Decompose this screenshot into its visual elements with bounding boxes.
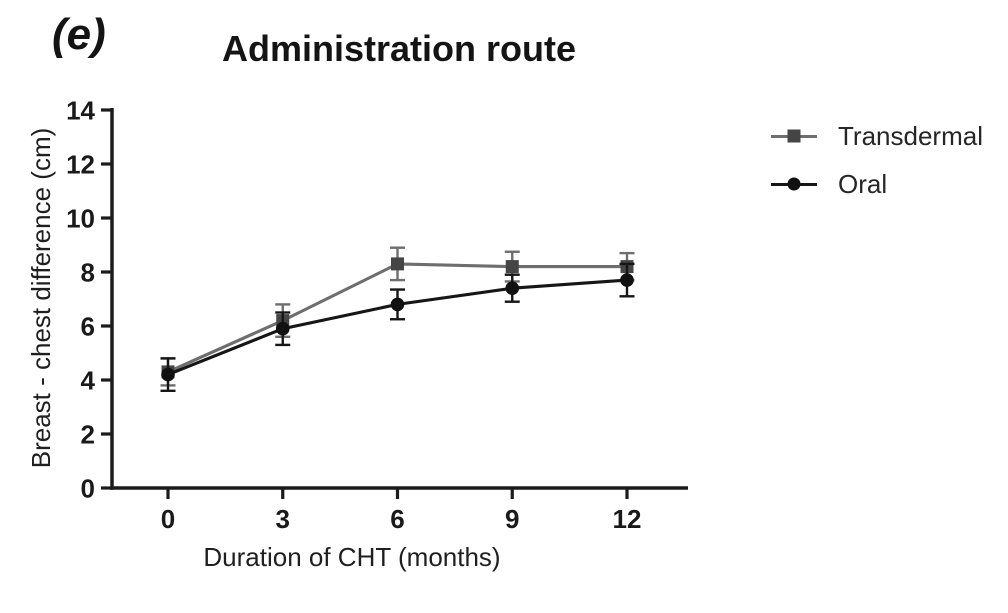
x-tick-label: 3	[276, 504, 290, 534]
data-point-oral	[390, 297, 405, 312]
data-point-oral	[505, 281, 520, 296]
y-tick-label: 10	[66, 203, 95, 233]
y-axis-title: Breast - chest difference (cm)	[26, 128, 56, 469]
x-tick-label: 9	[505, 504, 519, 534]
y-tick-label: 4	[81, 365, 96, 395]
panel-label: (e)	[52, 10, 106, 59]
y-tick-label: 0	[81, 473, 95, 503]
data-point-transdermal	[505, 260, 519, 274]
data-point-oral	[620, 273, 634, 287]
x-tick-label: 6	[390, 504, 404, 534]
data-point-oral	[161, 367, 175, 382]
x-axis-title: Duration of CHT (months)	[203, 542, 500, 572]
legend: Transdermal Oral	[771, 112, 983, 208]
y-tick-label: 2	[81, 419, 95, 449]
y-tick-label: 14	[66, 95, 95, 125]
y-tick-label: 12	[66, 149, 95, 179]
data-point-transdermal	[391, 257, 404, 271]
oral-line-marker-icon	[771, 176, 817, 192]
y-tick-label: 6	[81, 311, 95, 341]
chart-title: Administration route	[221, 28, 577, 69]
legend-item-transdermal: Transdermal	[771, 112, 983, 160]
legend-label-oral: Oral	[838, 168, 888, 199]
y-tick-label: 8	[81, 257, 95, 287]
transdermal-line-marker-icon	[771, 128, 817, 144]
legend-label-transdermal: Transdermal	[838, 120, 983, 151]
legend-item-oral: Oral	[771, 160, 983, 208]
x-tick-label: 12	[613, 504, 642, 534]
data-point-oral	[275, 321, 290, 336]
x-tick-label: 0	[161, 504, 175, 534]
